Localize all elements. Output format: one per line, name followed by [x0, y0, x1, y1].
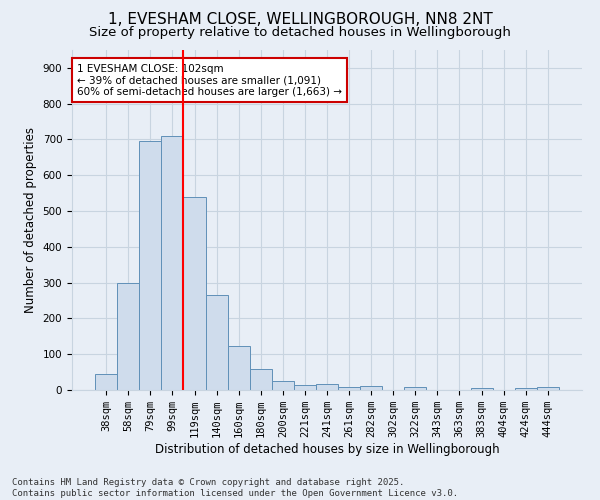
Bar: [117, 282, 139, 390]
X-axis label: Distribution of detached houses by size in Wellingborough: Distribution of detached houses by size …: [155, 443, 499, 456]
Bar: [338, 387, 360, 390]
Bar: [272, 381, 294, 390]
Text: Contains HM Land Registry data © Crown copyright and database right 2025.
Contai: Contains HM Land Registry data © Crown c…: [12, 478, 458, 498]
Bar: [250, 369, 272, 390]
Bar: [184, 196, 206, 390]
Bar: [537, 387, 559, 390]
Bar: [360, 386, 382, 390]
Bar: [404, 387, 427, 390]
Bar: [515, 388, 537, 390]
Text: Size of property relative to detached houses in Wellingborough: Size of property relative to detached ho…: [89, 26, 511, 39]
Bar: [161, 136, 184, 390]
Bar: [139, 142, 161, 390]
Bar: [316, 384, 338, 390]
Bar: [95, 374, 117, 390]
Bar: [227, 346, 250, 390]
Bar: [206, 295, 227, 390]
Y-axis label: Number of detached properties: Number of detached properties: [24, 127, 37, 313]
Bar: [470, 388, 493, 390]
Bar: [294, 384, 316, 390]
Text: 1, EVESHAM CLOSE, WELLINGBOROUGH, NN8 2NT: 1, EVESHAM CLOSE, WELLINGBOROUGH, NN8 2N…: [107, 12, 493, 28]
Text: 1 EVESHAM CLOSE: 102sqm
← 39% of detached houses are smaller (1,091)
60% of semi: 1 EVESHAM CLOSE: 102sqm ← 39% of detache…: [77, 64, 342, 97]
